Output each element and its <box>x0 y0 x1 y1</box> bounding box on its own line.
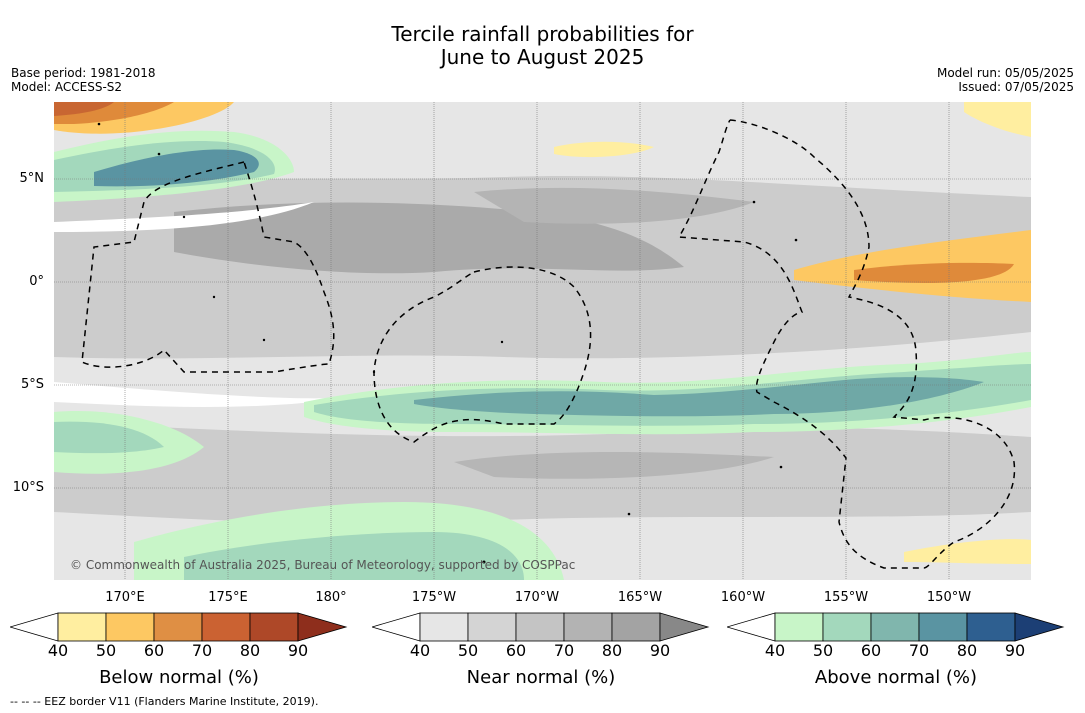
lon-label-155w: 155°W <box>823 590 869 605</box>
above-normal-sw-50 <box>54 421 164 454</box>
colorbar-tick-label: 50 <box>812 641 834 660</box>
map-gridlines <box>54 102 1031 580</box>
lon-label-170w: 170°W <box>514 590 560 605</box>
lon-label-180: 180° <box>315 590 347 605</box>
copyright-notice: © Commonwealth of Australia 2025, Bureau… <box>70 558 576 572</box>
colorbar-segment <box>966 612 1016 642</box>
colorbar-extend-high <box>659 612 710 642</box>
colorbar-segment <box>105 612 155 642</box>
colorbar-tick-label: 90 <box>287 641 309 660</box>
colorbar-segment <box>57 612 107 642</box>
lat-label-0: 0° <box>29 274 44 289</box>
colorbar-extend-low <box>10 612 59 642</box>
model-name: Model: ACCESS-S2 <box>11 80 123 94</box>
below-normal-central-40 <box>554 141 654 158</box>
colorbar-segment <box>201 612 251 642</box>
colorbar-above-title: Above normal (%) <box>814 667 978 688</box>
colorbar-tick-label: 60 <box>505 641 527 660</box>
below-40-zone-central <box>54 382 354 407</box>
lon-label-150w: 150°W <box>926 590 972 605</box>
map-title-line1: Tercile rainfall probabilities for <box>391 22 694 46</box>
colorbar-above-normal <box>727 612 1065 642</box>
colorbar-tick-label: 80 <box>601 641 623 660</box>
model-run: Model run: 05/05/2025 <box>936 66 1074 80</box>
above-normal-nw-70 <box>94 149 259 187</box>
colorbar-tick-label: 60 <box>860 641 882 660</box>
base-period: Base period: 1981-2018 <box>11 66 156 80</box>
colorbar-extend-low <box>727 612 776 642</box>
above-normal-band-60 <box>414 377 984 417</box>
colorbar-segment <box>822 612 872 642</box>
lon-label-175e: 175°E <box>208 590 248 605</box>
colorbar-segment <box>153 612 203 642</box>
colorbar-segment <box>870 612 920 642</box>
map-canvas <box>54 102 1031 580</box>
lon-label-170e: 170°E <box>105 590 145 605</box>
colorbar-tick-label: 90 <box>649 641 671 660</box>
near-normal-zone-south-dark <box>454 452 774 479</box>
colorbar-tick-label: 40 <box>764 641 786 660</box>
lon-label-165w: 165°W <box>617 590 663 605</box>
colorbar-extend-high <box>297 612 348 642</box>
colorbar-extend-high <box>1014 612 1065 642</box>
eez-legend-footer: -- -- -- EEZ border V11 (Flanders Marine… <box>10 695 319 708</box>
colorbar-tick-label: 40 <box>47 641 69 660</box>
above-normal-south-50 <box>184 532 524 580</box>
rainfall-probability-map: © Commonwealth of Australia 2025, Bureau… <box>54 102 1031 580</box>
colorbar-near-title: Near normal (%) <box>466 667 616 688</box>
colorbar-segment <box>563 612 613 642</box>
map-title-line2: June to August 2025 <box>440 45 645 69</box>
colorbar-tick-label: 70 <box>553 641 575 660</box>
colorbar-tick-label: 60 <box>143 641 165 660</box>
below-normal-nw-80 <box>54 102 114 116</box>
near-normal-zone-65 <box>474 187 754 224</box>
colorbar-near-normal <box>372 612 710 642</box>
colorbar-segment <box>515 612 565 642</box>
lat-label-10s: 10°S <box>12 480 44 495</box>
colorbar-below-title: Below normal (%) <box>99 667 259 688</box>
colorbar-tick-label: 50 <box>95 641 117 660</box>
colorbar-tick-label: 50 <box>457 641 479 660</box>
lon-label-160w: 160°W <box>720 590 766 605</box>
colorbar-segment <box>419 612 469 642</box>
lat-label-5n: 5°N <box>19 171 45 186</box>
issued-date: Issued: 07/05/2025 <box>958 80 1074 94</box>
islands <box>97 122 798 564</box>
colorbar-tick-label: 90 <box>1004 641 1026 660</box>
lat-label-5s: 5°S <box>20 377 44 392</box>
colorbar-segment <box>467 612 517 642</box>
colorbar-segment <box>249 612 299 642</box>
colorbar-segment <box>774 612 824 642</box>
colorbar-segment <box>918 612 968 642</box>
eez-borders <box>81 119 1016 569</box>
colorbar-tick-label: 40 <box>409 641 431 660</box>
colorbar-tick-label: 70 <box>191 641 213 660</box>
colorbar-tick-label: 70 <box>908 641 930 660</box>
colorbar-tick-label: 80 <box>956 641 978 660</box>
below-normal-ne-40 <box>964 102 1031 137</box>
below-normal-east-70 <box>854 262 1014 284</box>
lon-label-175w: 175°W <box>411 590 457 605</box>
colorbar-below-normal <box>10 612 348 642</box>
colorbar-extend-low <box>372 612 421 642</box>
colorbar-segment <box>611 612 661 642</box>
colorbar-tick-label: 80 <box>239 641 261 660</box>
